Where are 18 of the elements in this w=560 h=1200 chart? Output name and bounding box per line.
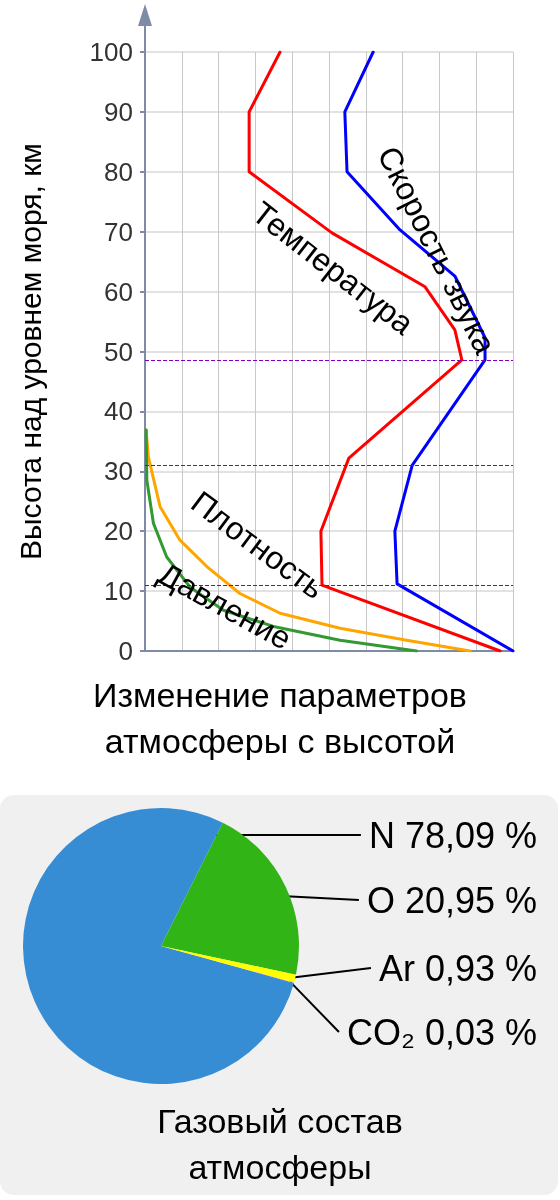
y-tick-label: 50 xyxy=(104,336,133,367)
y-tick-label: 90 xyxy=(104,96,133,127)
y-tick-label: 70 xyxy=(104,216,133,247)
y-tick-label: 20 xyxy=(104,516,133,547)
y-tick-label: 60 xyxy=(104,276,133,307)
y-tick-label: 100 xyxy=(89,37,133,67)
y-tick-label: 0 xyxy=(118,636,133,666)
y-axis-title: Высота над уровнем моря, км xyxy=(13,143,47,560)
y-tick-label: 80 xyxy=(104,156,133,187)
y-tick-label: 10 xyxy=(104,576,133,607)
slice-label: Ar 0,93 % xyxy=(378,947,537,989)
text: Изменение параметров атмосферы с высотой xyxy=(92,675,468,762)
y-tick-label: 40 xyxy=(104,396,133,427)
text: Газовый состав атмосферы xyxy=(156,1101,404,1188)
y-tick-label: 30 xyxy=(104,456,133,487)
slice-label: N 78,09 % xyxy=(368,814,537,856)
slice-label: O 20,95 % xyxy=(366,879,537,921)
slice-label: CO₂ 0,03 % xyxy=(346,1011,537,1053)
